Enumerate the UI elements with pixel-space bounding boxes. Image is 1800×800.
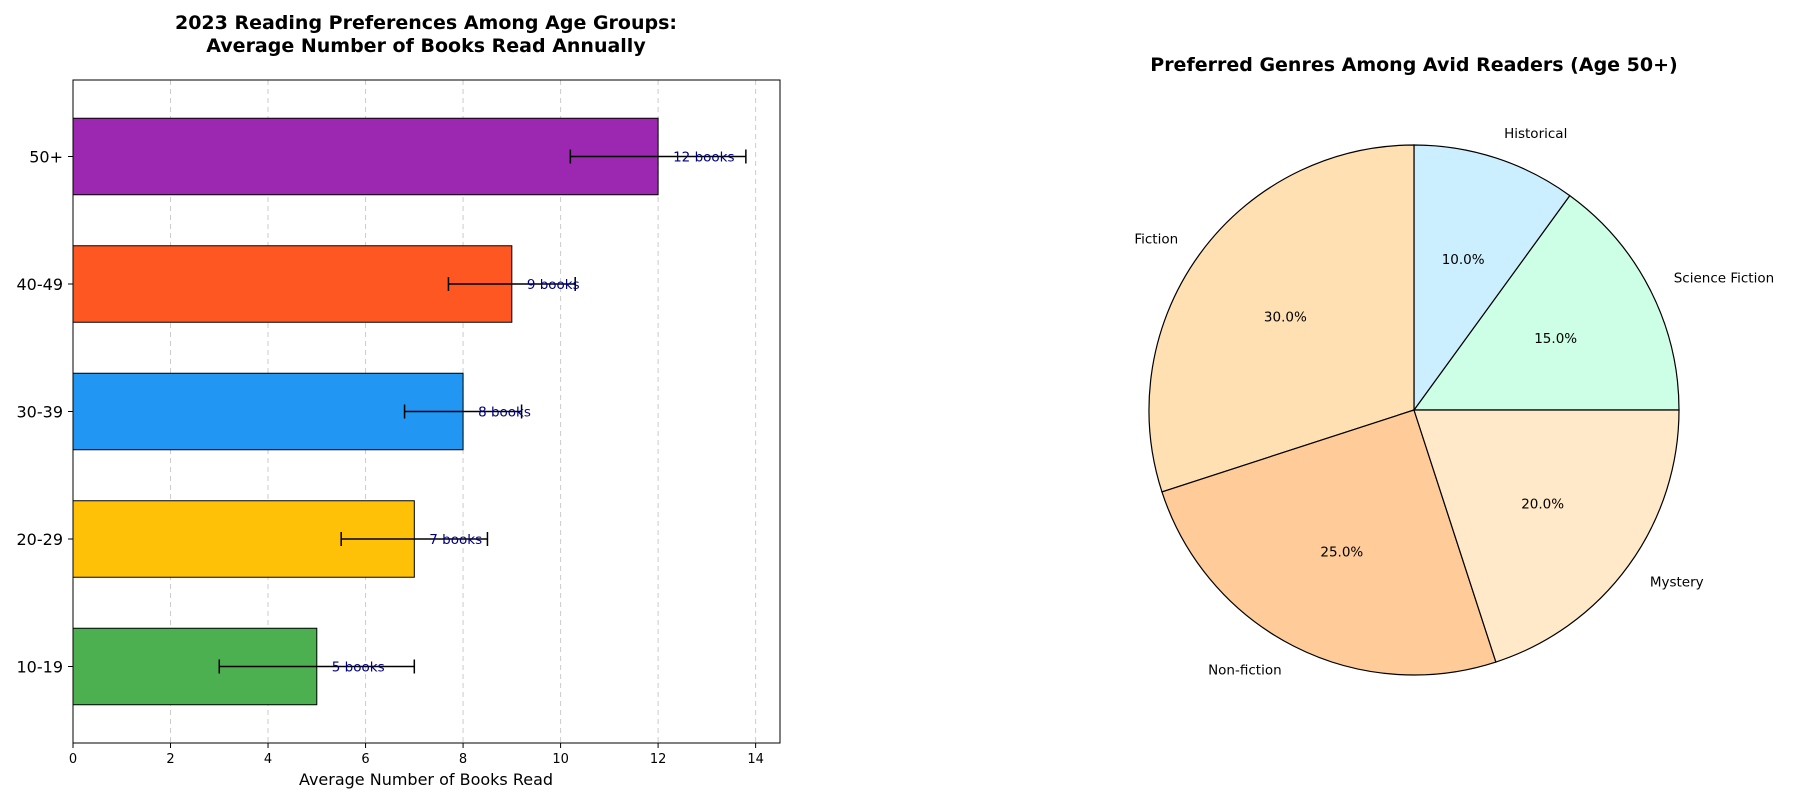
pie-slice bbox=[1413, 409, 1680, 663]
bar bbox=[72, 372, 464, 451]
pie-chart-labels: Science Fiction Historical Fiction Non-fict… bbox=[1134, 126, 1774, 679]
y-tick-label: 50+ bbox=[29, 148, 63, 167]
bar-data-label: 9 books bbox=[527, 277, 580, 293]
pie-chart-title: Preferred Genres Among Avid Readers (Age… bbox=[1150, 54, 1677, 76]
pie-slice bbox=[1412, 194, 1680, 411]
bar-chart-error-bars bbox=[218, 149, 747, 674]
pie-chart: Preferred Genres Among Avid Readers (Age… bbox=[1134, 54, 1774, 679]
pie-slice bbox=[1161, 409, 1497, 676]
x-tick-label: 0 bbox=[69, 752, 77, 767]
bar-chart-y-ticks: 10-19 20-29 30-39 40-49 50+ bbox=[17, 148, 73, 677]
x-tick-label: 10 bbox=[552, 752, 569, 767]
bar-chart-title-line2: Average Number of Books Read Annually bbox=[206, 35, 646, 57]
pie-slice-label: Non-fiction bbox=[1208, 663, 1282, 679]
pie-percent-label: 30.0% bbox=[1264, 310, 1307, 326]
y-tick-label: 10-19 bbox=[17, 658, 64, 677]
pie-slice-label: Fiction bbox=[1134, 232, 1178, 248]
pie-percent-label: 20.0% bbox=[1521, 496, 1564, 512]
bar-data-label: 7 books bbox=[429, 532, 482, 548]
bar-chart-data-labels: 5 books 7 books 8 books 9 books 12 books bbox=[332, 150, 735, 676]
x-tick-label: 12 bbox=[650, 752, 667, 767]
pie-percent-label: 25.0% bbox=[1320, 545, 1363, 561]
pie-slice-label: Mystery bbox=[1650, 574, 1704, 590]
bar-data-label: 12 books bbox=[673, 150, 734, 166]
x-tick-label: 8 bbox=[459, 752, 467, 767]
x-tick-label: 4 bbox=[264, 752, 272, 767]
x-tick-label: 14 bbox=[747, 752, 764, 767]
y-tick-label: 40-49 bbox=[17, 275, 64, 294]
bar-chart-title-line1: 2023 Reading Preferences Among Age Group… bbox=[175, 12, 677, 34]
x-tick-label: 2 bbox=[166, 752, 174, 767]
pie-slice-label: Historical bbox=[1504, 126, 1567, 142]
pie-percent-label: 15.0% bbox=[1534, 331, 1577, 347]
pie-chart-slices bbox=[1148, 144, 1680, 676]
pie-chart-percent-labels: 15.0% 10.0% 30.0% 25.0% 20.0% bbox=[1264, 252, 1577, 561]
y-tick-label: 20-29 bbox=[17, 530, 64, 549]
bar-chart-bars bbox=[72, 117, 659, 706]
bar bbox=[72, 245, 513, 323]
y-tick-label: 30-39 bbox=[17, 403, 64, 422]
bar bbox=[72, 117, 659, 196]
bar-chart-x-axis-label: Average Number of Books Read bbox=[299, 770, 553, 789]
pie-slice-label: Science Fiction bbox=[1674, 271, 1774, 287]
bar-data-label: 5 books bbox=[332, 660, 385, 676]
pie-slice bbox=[1413, 144, 1571, 412]
pie-percent-label: 10.0% bbox=[1442, 252, 1485, 268]
pie-slice bbox=[1148, 144, 1415, 493]
bar-data-label: 8 books bbox=[478, 405, 531, 421]
x-tick-label: 6 bbox=[361, 752, 369, 767]
bar-chart: 2023 Reading Preferences Among Age Group… bbox=[17, 12, 781, 789]
bar-chart-x-ticks: 0 2 4 6 8 10 12 14 bbox=[69, 743, 764, 767]
